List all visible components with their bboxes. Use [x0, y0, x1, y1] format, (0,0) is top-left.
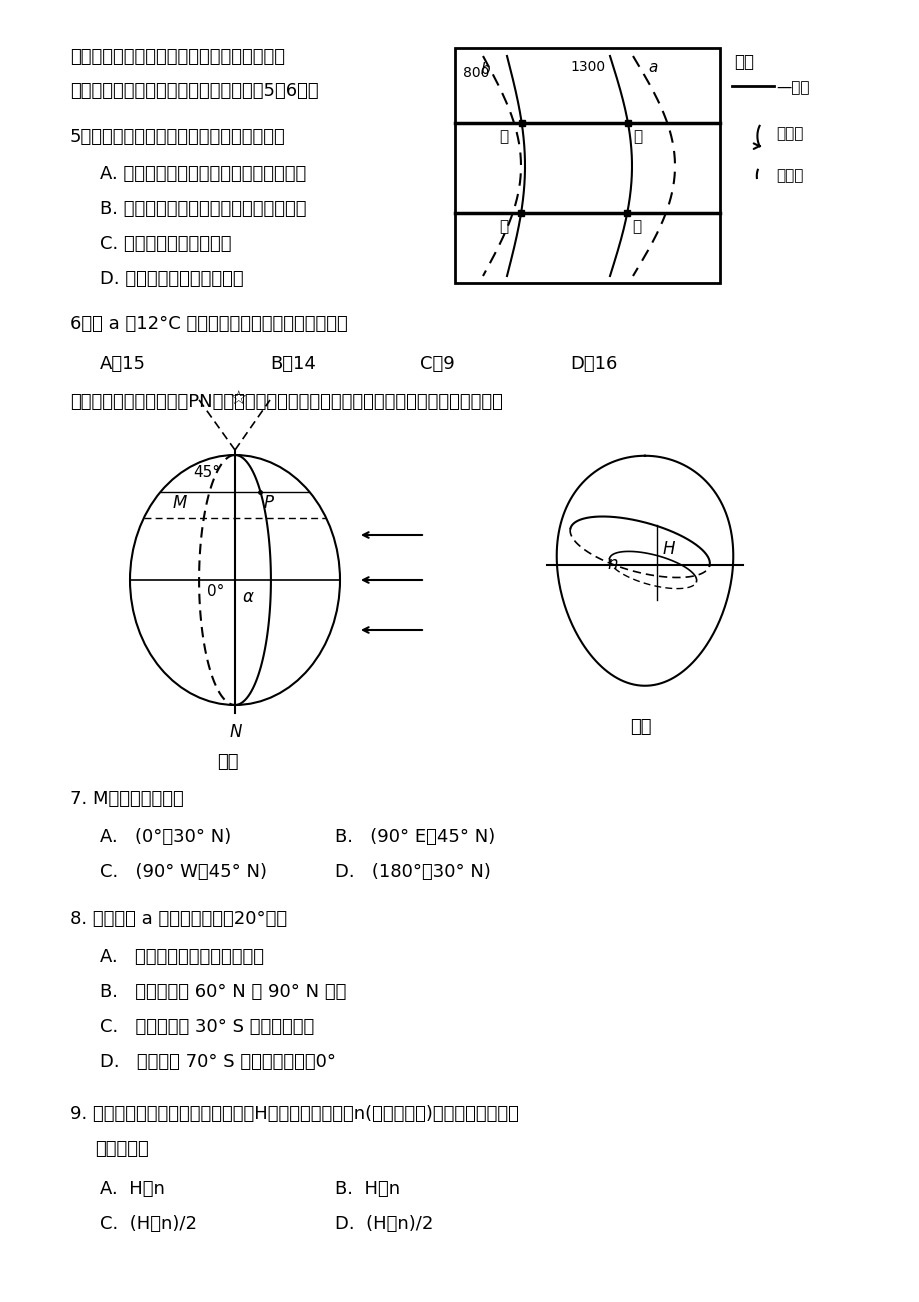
Text: B.   极昼范围在 60° N 到 90° N 之间: B. 极昼范围在 60° N 到 90° N 之间	[100, 983, 346, 1001]
Text: A. 乙地气温最高，主要是因为其海拔最低: A. 乙地气温最高，主要是因为其海拔最低	[100, 165, 306, 184]
Text: 等高线: 等高线	[775, 126, 802, 141]
Text: b: b	[480, 62, 489, 77]
Text: 6、若 a 为12°C 等温线，则乙地气温的数值可能是: 6、若 a 为12°C 等温线，则乙地气温的数值可能是	[70, 315, 347, 333]
Text: H: H	[663, 540, 675, 559]
Text: A.  H－n: A. H－n	[100, 1180, 165, 1198]
Text: n: n	[607, 555, 617, 573]
Text: 等温线: 等温线	[775, 168, 802, 184]
Text: 下列图甲为地球日照图，PN为晨昏线，图乙为太阳视运动轨迹图。读图，完成下列各题。: 下列图甲为地球日照图，PN为晨昏线，图乙为太阳视运动轨迹图。读图，完成下列各题。	[70, 393, 503, 411]
Text: D、16: D、16	[570, 355, 617, 372]
Text: ☆: ☆	[229, 391, 246, 409]
Text: C.   图示日期后 30° S 昼渐短夜渐长: C. 图示日期后 30° S 昼渐短夜渐长	[100, 1018, 314, 1036]
Text: A.   寒带和热带的范围比目前大: A. 寒带和热带的范围比目前大	[100, 948, 264, 966]
Ellipse shape	[130, 454, 340, 704]
Text: B.  H＋n: B. H＋n	[335, 1180, 400, 1198]
Text: 由于光照时间长短不同，会出现明显的温度差: 由于光照时间长短不同，会出现明显的温度差	[70, 48, 285, 66]
Text: 丙: 丙	[631, 219, 641, 234]
Text: 0°: 0°	[207, 585, 224, 599]
Text: 8. 若图甲中 a 角由目前值变为20°，则: 8. 若图甲中 a 角由目前值变为20°，则	[70, 910, 287, 928]
Text: B、14: B、14	[269, 355, 315, 372]
Text: 7. M地的地理坐标为: 7. M地的地理坐标为	[70, 790, 184, 809]
Text: A.   (0°，30° N): A. (0°，30° N)	[100, 828, 231, 846]
Text: 图乙: 图乙	[630, 717, 651, 736]
Text: 1300: 1300	[570, 60, 605, 74]
Text: 5、关于甲、乙、丙、丁四地的叙述正确的是: 5、关于甲、乙、丙、丁四地的叙述正确的是	[70, 128, 286, 146]
Text: α: α	[243, 589, 254, 605]
Text: N: N	[230, 723, 242, 741]
Text: 异。读某中纬度内陆地区等值线图，回答5～6题。: 异。读某中纬度内陆地区等值线图，回答5～6题。	[70, 82, 318, 100]
Text: M: M	[173, 493, 187, 512]
Text: C.   (90° W，45° N): C. (90° W，45° N)	[100, 863, 267, 881]
Text: —纬线: —纬线	[775, 79, 809, 95]
Text: 图例: 图例	[733, 53, 754, 72]
Text: D.   (180°，30° N): D. (180°，30° N)	[335, 863, 491, 881]
Text: D.  (H＋n)/2: D. (H＋n)/2	[335, 1215, 433, 1233]
Text: D.   图示日期 70° S 的正午太阳高度0°: D. 图示日期 70° S 的正午太阳高度0°	[100, 1053, 335, 1072]
Bar	[455, 48, 720, 283]
Text: 800: 800	[462, 66, 489, 79]
Text: D. 图示区域一定位于北半球: D. 图示区域一定位于北半球	[100, 270, 244, 288]
Text: 乙: 乙	[499, 129, 508, 145]
Text: C.  (H－n)/2: C. (H－n)/2	[100, 1215, 197, 1233]
Text: 点的纬度是: 点的纬度是	[95, 1141, 149, 1157]
Text: 45°: 45°	[193, 465, 220, 480]
Text: 丁: 丁	[498, 219, 507, 234]
Text: P: P	[263, 493, 273, 512]
Text: B. 丙地气温最低，主要是因为其海拔最高: B. 丙地气温最低，主要是因为其海拔最高	[100, 201, 306, 217]
Text: C、9: C、9	[420, 355, 454, 372]
Text: 图甲: 图甲	[217, 753, 238, 771]
Text: B.   (90° E，45° N): B. (90° E，45° N)	[335, 828, 494, 846]
Text: 9. 若图甲中某地某日最大太阳高度为H，最小太阳高度为n(如图乙所示)，则该日太阳直射: 9. 若图甲中某地某日最大太阳高度为H，最小太阳高度为n(如图乙所示)，则该日太…	[70, 1105, 518, 1124]
Text: A、15: A、15	[100, 355, 146, 372]
Text: 甲: 甲	[632, 129, 641, 145]
Text: a: a	[647, 60, 657, 76]
Text: C. 乙处树木长势一定最好: C. 乙处树木长势一定最好	[100, 234, 232, 253]
